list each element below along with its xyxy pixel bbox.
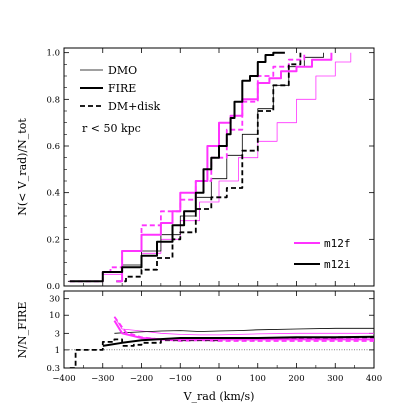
style-legend: DMO FIRE DM+disk xyxy=(80,64,161,113)
legend-dmo-label: DMO xyxy=(108,64,137,77)
ratio-series-m12i-dmo xyxy=(114,327,374,334)
ratio-xtick-label-3: −100 xyxy=(169,374,192,384)
halo-legend: m12f m12i xyxy=(294,237,351,271)
ratio-ylabel: N/N_FIRE xyxy=(16,302,29,359)
ratio-xtick-label-6: 200 xyxy=(288,374,304,384)
ratio-series-m12f-fire xyxy=(113,320,374,341)
cumulative-series-m12i-fire xyxy=(69,51,285,283)
legend-m12i-label: m12i xyxy=(324,258,351,271)
cumulative-series-m12f-fire xyxy=(116,52,333,283)
ratio-series-m12i-dmdisk xyxy=(69,336,374,368)
cumulative-ytick-label-5: 1.0 xyxy=(46,49,60,59)
cumulative-panel: 0.0 0.2 0.4 0.6 0.8 1.0 DMO FIRE DM+disk r < … xyxy=(16,47,375,292)
ratio-panel-frame xyxy=(63,290,375,369)
ratio-series-m12f-dmo xyxy=(114,316,374,336)
cumulative-series-m12i-dmdisk xyxy=(116,52,302,283)
legend-fire-label: FIRE xyxy=(108,82,136,95)
ratio-ytick-label-4: 30 xyxy=(49,295,60,305)
cumulative-ytick-label-0: 0.0 xyxy=(46,282,60,292)
ratio-ticks: −400 −300 −200 −100 0 100 200 300 400 0.3 1 3 10 30 xyxy=(46,291,382,384)
cumulative-ytick-label-4: 0.8 xyxy=(46,95,60,105)
ratio-ytick-label-0: 0.3 xyxy=(46,364,60,374)
ratio-xlabel: V_rad (km/s) xyxy=(183,390,255,403)
ratio-xtick-label-0: −400 xyxy=(52,374,75,384)
ratio-xtick-label-2: −200 xyxy=(130,374,153,384)
ratio-ytick-label-3: 10 xyxy=(49,311,60,321)
ratio-xtick-label-7: 300 xyxy=(327,374,343,384)
cumulative-series-m12i-dmo xyxy=(67,52,324,282)
cumulative-ylabel: N(< V_rad)/N_tot xyxy=(16,118,29,216)
ratio-xtick-label-4: 0 xyxy=(216,374,221,384)
ratio-series xyxy=(69,316,374,368)
radius-annotation: r < 50 kpc xyxy=(82,122,141,135)
legend-m12f-label: m12f xyxy=(324,237,351,250)
ratio-xtick-label-1: −300 xyxy=(91,374,114,384)
cumulative-ytick-label-2: 0.4 xyxy=(46,189,60,199)
ratio-panel: −400 −300 −200 −100 0 100 200 300 400 0.3 1 3 10 30 N… xyxy=(16,290,382,403)
ratio-xtick-label-8: 400 xyxy=(366,374,382,384)
legend-dmdisk-label: DM+disk xyxy=(108,100,161,113)
cumulative-series-m12f-dmdisk xyxy=(69,52,306,283)
cumulative-ytick-label-1: 0.2 xyxy=(46,235,60,245)
ratio-ytick-label-2: 3 xyxy=(55,329,60,339)
cumulative-ytick-label-3: 0.6 xyxy=(46,142,60,152)
ratio-ytick-label-1: 1 xyxy=(55,346,60,356)
cumulative-ticks: 0.0 0.2 0.4 0.6 0.8 1.0 xyxy=(46,48,375,292)
ratio-series-m12i-fire xyxy=(102,335,374,347)
cumulative-series xyxy=(67,51,352,283)
ratio-xtick-label-5: 100 xyxy=(250,374,266,384)
